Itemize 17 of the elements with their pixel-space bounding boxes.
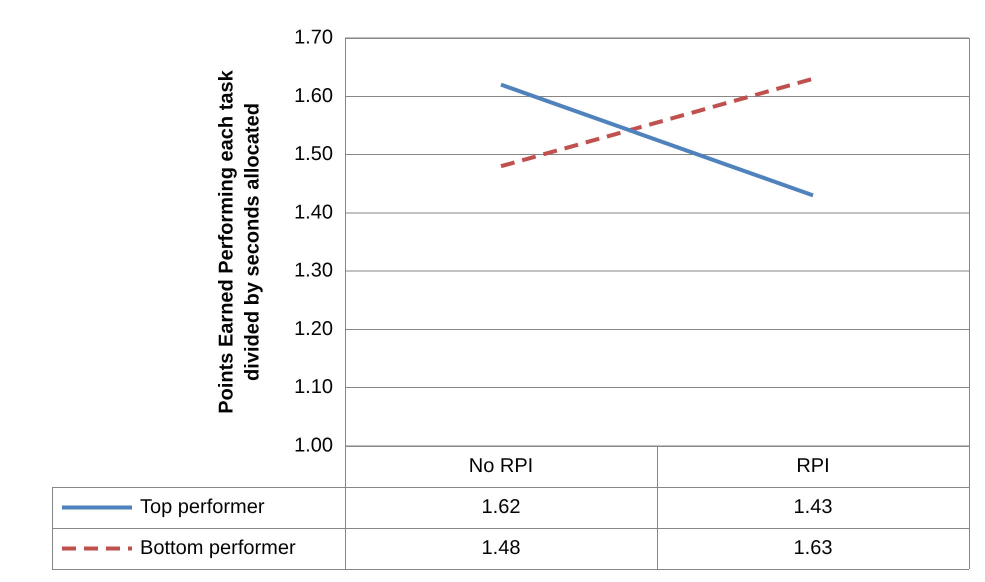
y-tick-label: 1.70 [294,26,333,49]
legend-label: Top performer [140,496,265,518]
x-tick-label: No RPI [468,455,534,478]
data-label: 1.63 [794,537,832,560]
data-label: 1.62 [482,496,520,518]
legend-label: Bottom performer [140,537,296,560]
x-tick-label: RPI [796,455,830,478]
y-axis-title: Points Earned Performing each task divided by seconds allocated [216,69,264,414]
data-label: 1.48 [482,537,520,560]
y-tick-label: 1.40 [294,201,333,224]
y-tick-label: 1.50 [294,143,333,166]
y-tick-label: 1.10 [294,376,333,398]
y-tick-label: 1.30 [294,260,333,282]
y-tick-label: 1.20 [294,318,333,340]
data-label: 1.43 [794,496,832,518]
y-tick-label: 1.60 [294,84,333,107]
y-tick-label: 1.00 [294,434,333,457]
